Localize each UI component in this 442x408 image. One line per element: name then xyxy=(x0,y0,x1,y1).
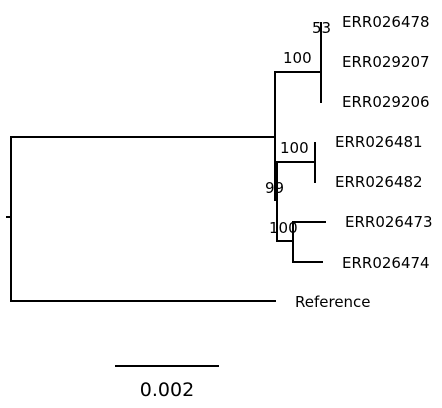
tip-label: ERR029207 xyxy=(342,53,430,71)
tip-label: ERR026481 xyxy=(335,133,423,151)
support-value: 99 xyxy=(265,179,284,197)
tip-label: Reference xyxy=(295,293,371,311)
tip-label: ERR026473 xyxy=(345,213,433,231)
scale-bar-label: 0.002 xyxy=(140,379,194,401)
tip-label: ERR026474 xyxy=(342,254,430,272)
support-value: 100 xyxy=(283,49,312,67)
tip-label: ERR029206 xyxy=(342,93,430,111)
support-value: 53 xyxy=(312,19,331,37)
support-value: 100 xyxy=(269,219,298,237)
tip-label: ERR026482 xyxy=(335,173,423,191)
support-value: 100 xyxy=(280,139,309,157)
tip-label: ERR026478 xyxy=(342,13,430,31)
